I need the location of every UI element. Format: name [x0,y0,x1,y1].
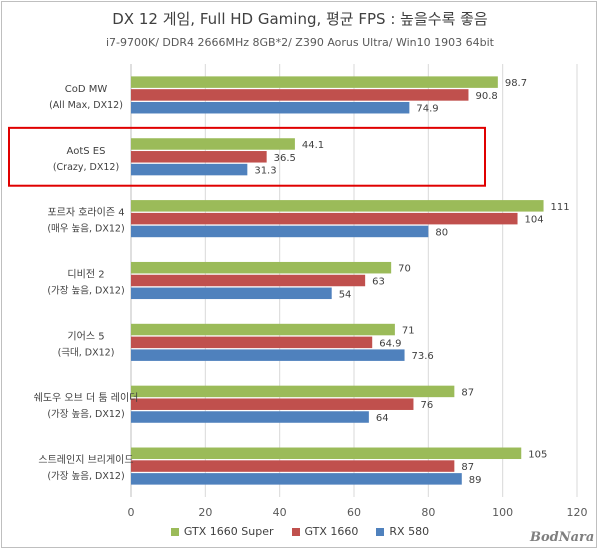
category-sublabel: (가장 높음, DX12) [47,286,124,297]
x-tick-label: 120 [567,506,588,519]
x-tick-label: 60 [347,506,361,519]
category-sublabel: (All Max, DX12) [49,100,123,111]
data-label: 98.7 [505,78,527,89]
chart-title: DX 12 게임, Full HD Gaming, 평균 FPS : 높을수록 … [112,10,488,28]
category-label: 스트레인지 브리게이드 [38,454,133,466]
category-sublabel: (가장 높음, DX12) [47,409,124,420]
data-label: 63 [372,277,385,288]
bar [131,200,544,212]
legend-label: GTX 1660 [304,525,359,538]
category-sublabel: (매우 높음, DX12) [47,224,124,235]
data-label: 73.6 [412,351,434,362]
category-sublabel: (가장 높음, DX12) [47,471,124,482]
bar [131,261,392,274]
category-label: AotS ES [67,146,106,157]
bar [131,398,414,410]
bar [131,460,455,472]
data-label: 105 [528,449,547,460]
category-label: CoD MW [65,84,108,95]
legend-swatch [376,527,385,536]
data-label: 87 [461,387,474,398]
category-label: 기어스 5 [67,330,104,342]
category-label: 포르자 호라이즌 4 [47,207,124,219]
data-label: 64.9 [379,338,401,349]
data-label: 70 [398,264,411,275]
category-label: 쉐도우 오브 더 툼 레이더 [34,392,139,404]
data-label: 36.5 [274,153,296,164]
bar [131,212,518,225]
data-label: 111 [551,202,570,213]
x-tick-label: 0 [128,506,135,519]
x-tick-label: 40 [273,506,287,519]
bar [131,323,395,336]
bar [131,349,405,361]
category-sublabel: (극대, DX12) [58,347,115,358]
data-label: 54 [339,289,352,300]
legend-label: GTX 1660 Super [183,525,274,538]
chart-subtitle: i7-9700K/ DDR4 2666MHz 8GB*2/ Z390 Aorus… [105,36,494,49]
bar [131,411,369,423]
data-label: 74.9 [416,104,438,115]
bar [131,138,295,150]
category-label: 디비전 2 [67,269,104,281]
category-sublabel: (Crazy, DX12) [53,162,119,173]
x-tick-label: 80 [421,506,435,519]
legend-item: RX 580 [376,525,429,538]
legend-swatch [170,527,179,536]
bar [131,447,522,460]
data-label: 104 [525,215,544,226]
bar [131,274,366,287]
data-label: 87 [461,462,474,473]
bar [131,385,455,398]
bar [131,473,462,485]
legend-swatch [291,527,300,536]
chart-legend: GTX 1660 Super GTX 1660 RX 580 [0,525,600,538]
data-label: 90.8 [475,91,497,102]
data-label: 71 [402,326,415,337]
legend-label: RX 580 [389,525,430,538]
bar [131,336,373,349]
watermark-logo: BodNara [530,530,595,545]
data-label: 80 [435,227,448,238]
bar [131,89,469,101]
legend-item: GTX 1660 Super [170,525,274,538]
x-tick-label: 20 [198,506,212,519]
bar [131,225,429,238]
legend-item: GTX 1660 [291,525,359,538]
x-tick-label: 100 [492,506,513,519]
data-label: 31.3 [254,166,276,177]
highlight-box [8,126,486,187]
data-label: 89 [469,475,482,486]
bar [131,101,410,114]
data-label: 76 [420,400,433,411]
bar [131,151,267,163]
bar [131,76,498,88]
data-label: 64 [376,413,389,424]
bar [131,163,248,176]
data-label: 44.1 [302,140,324,151]
bar [131,287,332,300]
